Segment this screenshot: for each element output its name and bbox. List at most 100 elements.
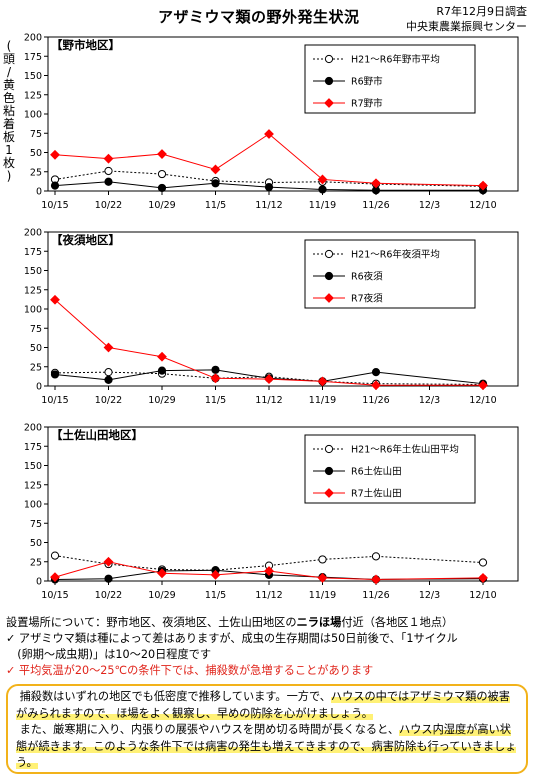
x-tick-label: 12/3 <box>419 200 440 211</box>
data-point <box>103 153 114 164</box>
legend-marker <box>324 444 334 454</box>
data-point <box>478 558 488 567</box>
page-title: アザミウマ類の野外発生状況 <box>158 8 360 26</box>
y-axis-label-char: 黄 <box>2 78 15 92</box>
y-tick-label: 100 <box>24 110 42 121</box>
legend-label: H21～R6年夜須平均 <box>351 249 440 261</box>
series-line <box>54 371 484 385</box>
data-point <box>157 169 167 179</box>
x-tick-label: 11/12 <box>255 200 282 211</box>
x-tick-label: 10/22 <box>95 395 122 406</box>
x-tick-label: 10/29 <box>148 200 175 211</box>
x-tick-label: 11/19 <box>309 200 336 211</box>
series-line <box>54 181 483 191</box>
advice-callout: 捕殺数はいずれの地区でも低密度で推移しています。一方で、ハウスの中ではアザミウマ… <box>6 684 528 774</box>
y-tick-label: 50 <box>30 538 42 549</box>
legend-box <box>304 434 476 504</box>
data-point <box>157 183 167 193</box>
y-axis-label-char: 色 <box>2 91 15 105</box>
data-point <box>104 368 113 377</box>
panel-title: 【土佐山田地区】 <box>51 428 143 442</box>
data-point <box>317 376 328 387</box>
y-tick-label: 0 <box>36 187 42 198</box>
series-line <box>54 369 484 385</box>
legend-marker <box>324 466 334 476</box>
data-point <box>50 149 60 160</box>
chart-tosayamada: 0 25 50 75 100 125 150 175 200 10/15 10/22 10/29 11/… <box>24 423 519 601</box>
legend-marker <box>324 249 334 259</box>
data-point <box>478 573 488 583</box>
y-tick-label: 100 <box>24 500 42 511</box>
data-point <box>371 178 381 189</box>
y-tick-label: 25 <box>30 557 42 568</box>
series-line <box>54 133 484 187</box>
y-tick-label: 25 <box>30 167 42 178</box>
y-axis-label-char: ) <box>6 169 12 183</box>
data-point <box>50 572 60 583</box>
note-temperature: ✓ 平均気温が20～25℃の条件下では、捕殺数が急増することがあります <box>6 664 374 677</box>
data-point <box>264 183 274 192</box>
y-tick-label: 125 <box>24 480 42 491</box>
y-axis-label-char: 板 <box>2 130 15 144</box>
note-location-bold: ニラほ場 <box>296 616 342 629</box>
organization: 中央東農業振興センター <box>406 20 527 33</box>
data-point <box>478 380 488 391</box>
y-tick-label: 200 <box>24 228 42 239</box>
y-axis-label: (頭 / 黄色粘着板 1 枚) <box>2 40 16 183</box>
legend-marker <box>324 271 334 281</box>
advice-1a: 捕殺数はいずれの地区でも低密度で推移しています。一方で、 <box>19 690 331 703</box>
x-tick-label: 10/29 <box>148 395 175 406</box>
data-point <box>50 370 60 379</box>
x-tick-label: 12/10 <box>469 395 496 406</box>
x-tick-label: 10/15 <box>41 200 68 211</box>
legend-box <box>304 239 476 309</box>
data-point <box>210 373 221 384</box>
series-line <box>54 170 484 187</box>
data-point <box>317 174 328 185</box>
data-point <box>478 180 488 191</box>
survey-date: R7年12月9日調査 <box>436 5 527 18</box>
note-location-suffix: 付近（各地区１地点） <box>341 616 454 629</box>
y-axis-label-char: 着 <box>2 117 15 131</box>
data-point <box>318 555 327 564</box>
legend-label: R6野市 <box>351 76 383 88</box>
x-tick-label: 10/22 <box>95 200 122 211</box>
data-point <box>157 568 167 579</box>
survey-info: R7年12月9日調査 中央東農業振興センター <box>406 4 527 34</box>
y-axis-label-char: 粘 <box>2 104 15 118</box>
y-tick-label: 50 <box>30 148 42 159</box>
y-tick-label: 50 <box>30 343 42 354</box>
legend-marker <box>324 76 334 86</box>
y-tick-label: 125 <box>24 90 42 101</box>
data-point <box>264 374 274 384</box>
y-tick-label: 125 <box>24 285 42 296</box>
data-point <box>317 573 328 583</box>
y-axis-label-char: 1 <box>5 143 13 157</box>
x-tick-label: 12/10 <box>469 200 496 211</box>
y-tick-label: 150 <box>24 461 42 472</box>
data-point <box>104 574 113 583</box>
data-point <box>211 365 220 374</box>
legend-label: R7土佐山田 <box>351 488 402 500</box>
y-tick-label: 150 <box>24 71 42 82</box>
x-tick-label: 11/5 <box>205 200 226 211</box>
y-tick-label: 150 <box>24 266 42 277</box>
data-point <box>264 566 274 576</box>
data-point <box>371 368 381 377</box>
note-location: 設置場所について：野市地区、夜須地区、土佐山田地区のニラほ場付近（各地区１地点） <box>6 615 532 631</box>
series-line <box>54 555 484 571</box>
x-tick-label: 11/19 <box>309 395 336 406</box>
legend-label: R6夜須 <box>351 271 383 283</box>
data-point <box>210 164 221 175</box>
note-location-text: 設置場所について：野市地区、夜須地区、土佐山田地区の <box>6 616 297 629</box>
x-tick-label: 11/26 <box>362 590 389 601</box>
panel-title: 【野市地区】 <box>51 38 120 52</box>
x-tick-label: 11/5 <box>205 590 226 601</box>
chart-noichi: 0 25 50 75 100 125 150 175 200 10/15 10/22 10/29 11/… <box>24 33 519 211</box>
data-point <box>371 574 381 585</box>
y-tick-label: 0 <box>36 577 42 588</box>
x-tick-label: 12/3 <box>419 590 440 601</box>
x-tick-label: 11/26 <box>362 395 389 406</box>
x-tick-label: 10/15 <box>41 590 68 601</box>
legend-marker <box>324 54 334 64</box>
